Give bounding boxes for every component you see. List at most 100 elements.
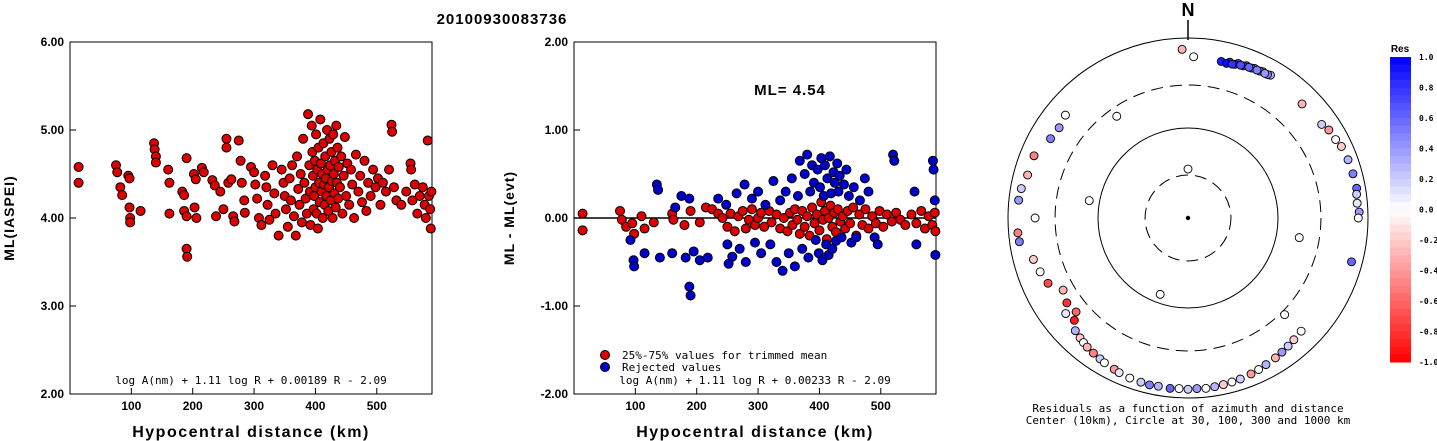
- station-point: [1054, 123, 1064, 133]
- data-point: [73, 177, 84, 188]
- ring-300km: [1054, 84, 1322, 352]
- colorbar-swatch: [1390, 110, 1411, 119]
- data-point: [363, 177, 374, 188]
- station-point: [1069, 315, 1079, 325]
- rejected-point: [688, 246, 699, 257]
- trimmed-point: [802, 211, 813, 222]
- ml-chart-y-tick-label: 4.00: [41, 211, 65, 225]
- station-point: [1192, 384, 1202, 394]
- ml-chart-x-tick-label: 500: [367, 399, 387, 413]
- station-point: [1347, 257, 1356, 267]
- rejected-point: [740, 257, 751, 267]
- trimmed-point: [845, 218, 856, 229]
- data-point: [344, 199, 355, 210]
- rejected-point: [854, 195, 865, 206]
- data-point: [336, 151, 347, 162]
- data-point: [331, 120, 342, 131]
- rejected-point: [822, 173, 833, 184]
- station-point: [1153, 381, 1163, 391]
- rejected-point: [909, 186, 920, 197]
- station-point: [1352, 189, 1362, 199]
- colorbar-swatch: [1390, 278, 1411, 287]
- data-point: [264, 214, 275, 225]
- rejected-point: [667, 248, 678, 259]
- rejected-point: [812, 164, 823, 175]
- data-point: [420, 213, 431, 223]
- colorbar-tick-label: 0.0: [1419, 206, 1434, 215]
- residual-chart-x-ticks: 100 200 300 400 500: [625, 388, 891, 413]
- legend-label-trimmed: 25%-75% values for trimmed mean: [622, 349, 827, 362]
- trimmed-point: [639, 223, 650, 234]
- trimmed-point: [814, 225, 825, 236]
- data-point: [422, 135, 433, 146]
- data-point: [221, 133, 232, 144]
- station-point: [1280, 310, 1290, 320]
- legend-marker-trimmed: [600, 350, 610, 360]
- colorbar-swatch: [1390, 209, 1411, 218]
- residual-chart-x-tick-label: 100: [625, 399, 645, 413]
- data-point: [181, 153, 192, 164]
- station-point: [1352, 198, 1362, 208]
- rejected-point: [810, 235, 821, 245]
- colorbar-swatch: [1390, 232, 1411, 241]
- rejected-point: [654, 252, 665, 263]
- data-point: [284, 173, 295, 184]
- residual-chart-y-tick-label: -1.00: [541, 299, 569, 313]
- station-point: [1294, 233, 1304, 243]
- residual-chart-y-tick-label: 0.00: [545, 211, 569, 225]
- data-point: [269, 188, 280, 199]
- data-point: [349, 213, 360, 223]
- trimmed-point: [759, 221, 770, 232]
- station-point: [1289, 335, 1299, 345]
- data-point: [73, 161, 84, 172]
- colorbar-swatch: [1390, 194, 1411, 203]
- rejected-point: [783, 248, 794, 259]
- station-point: [1261, 360, 1271, 370]
- colorbar-swatches: [1390, 57, 1411, 363]
- station-point: [1088, 348, 1098, 358]
- residual-chart-x-tick-label: 200: [687, 399, 707, 413]
- colorbar-swatch: [1390, 316, 1411, 325]
- trimmed-point: [799, 221, 810, 232]
- station-point: [1165, 383, 1175, 393]
- rejected-point: [684, 193, 695, 204]
- colorbar-swatch: [1390, 57, 1411, 66]
- colorbar-swatch: [1390, 201, 1411, 210]
- data-point: [209, 180, 220, 191]
- trimmed-point: [930, 226, 941, 237]
- rejected-point: [753, 186, 764, 197]
- trimmed-point: [911, 218, 922, 229]
- colorbar-swatch: [1390, 163, 1411, 172]
- colorbar-swatch: [1390, 285, 1411, 294]
- residual-distance-chart: 100 200 300 400 500 -2.00 -1.00 0.00 1.00 2.00 M…: [501, 35, 941, 441]
- station-point: [1324, 125, 1334, 135]
- trimmed-point: [722, 221, 733, 232]
- station-point: [1252, 65, 1262, 75]
- ml-chart-y-tick-label: 6.00: [41, 35, 65, 49]
- colorbar-swatch: [1390, 293, 1411, 302]
- station-point: [1029, 151, 1039, 161]
- rejected-point: [680, 252, 691, 263]
- data-point: [334, 182, 345, 193]
- data-point: [306, 120, 317, 131]
- rejected-point: [685, 290, 696, 301]
- trimmed-point: [860, 204, 871, 215]
- epicenter-marker: [1185, 215, 1191, 221]
- rejected-point: [824, 151, 835, 162]
- rejected-point: [834, 170, 845, 181]
- trimmed-point: [636, 211, 647, 222]
- data-point: [357, 197, 368, 208]
- ml-chart-formula: log A(nm) + 1.11 log R + 0.00189 R - 2.0…: [115, 374, 387, 387]
- colorbar-tick-label: 0.2: [1419, 175, 1434, 184]
- data-point: [346, 164, 357, 175]
- colorbar-swatch: [1390, 95, 1411, 104]
- rejected-point: [792, 191, 803, 201]
- rejected-point: [639, 248, 650, 259]
- station-point: [1071, 307, 1081, 317]
- data-point: [117, 190, 128, 201]
- station-point: [1189, 52, 1199, 62]
- trimmed-point: [848, 202, 859, 213]
- data-point: [377, 177, 388, 188]
- rejected-point: [848, 182, 859, 193]
- data-point: [317, 213, 328, 223]
